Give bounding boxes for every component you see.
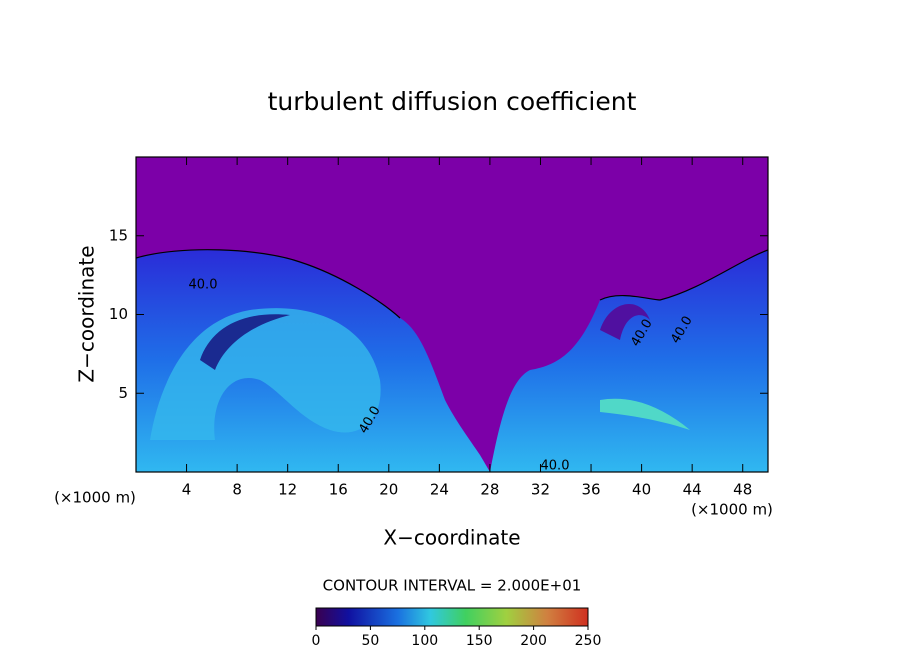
y-axis-label: Z−coordinate bbox=[75, 245, 99, 382]
colorbar bbox=[315, 607, 589, 627]
colorbar-tick-label: 250 bbox=[575, 633, 602, 649]
x-tick-label: 20 bbox=[379, 481, 398, 499]
chart-title: turbulent diffusion coefficient bbox=[268, 87, 637, 116]
x-tick-label: 48 bbox=[733, 481, 752, 499]
colorbar-tick-label: 0 bbox=[312, 633, 321, 649]
x-tick-label: 8 bbox=[232, 481, 242, 499]
y-tick-label: 10 bbox=[109, 305, 128, 323]
x-tick-label: 44 bbox=[683, 481, 702, 499]
contour-label: 40.0 bbox=[541, 459, 570, 474]
x-axis-label: X−coordinate bbox=[383, 526, 520, 550]
x-tick-label: 4 bbox=[182, 481, 192, 499]
y-tick-label: 15 bbox=[109, 226, 128, 244]
x-tick-label: 36 bbox=[581, 481, 600, 499]
contour-field bbox=[136, 157, 768, 472]
x-tick-label: 40 bbox=[632, 481, 651, 499]
colorbar-tick-label: 150 bbox=[466, 633, 493, 649]
x-unit: (×1000 m) bbox=[691, 501, 773, 519]
x-tick-label: 12 bbox=[278, 481, 297, 499]
x-tick-label: 16 bbox=[329, 481, 348, 499]
colorbar-tick-label: 100 bbox=[411, 633, 438, 649]
x-tick-label: 28 bbox=[480, 481, 499, 499]
colorbar-tick-label: 50 bbox=[361, 633, 379, 649]
x-tick-label: 24 bbox=[430, 481, 449, 499]
contour-label: 40.0 bbox=[189, 278, 218, 293]
colorbar-tick-label: 200 bbox=[520, 633, 547, 649]
x-unit: (×1000 m) bbox=[54, 489, 136, 507]
contour-interval: CONTOUR INTERVAL = 2.000E+01 bbox=[323, 577, 582, 595]
x-tick-label: 32 bbox=[531, 481, 550, 499]
y-tick-label: 5 bbox=[118, 384, 128, 402]
